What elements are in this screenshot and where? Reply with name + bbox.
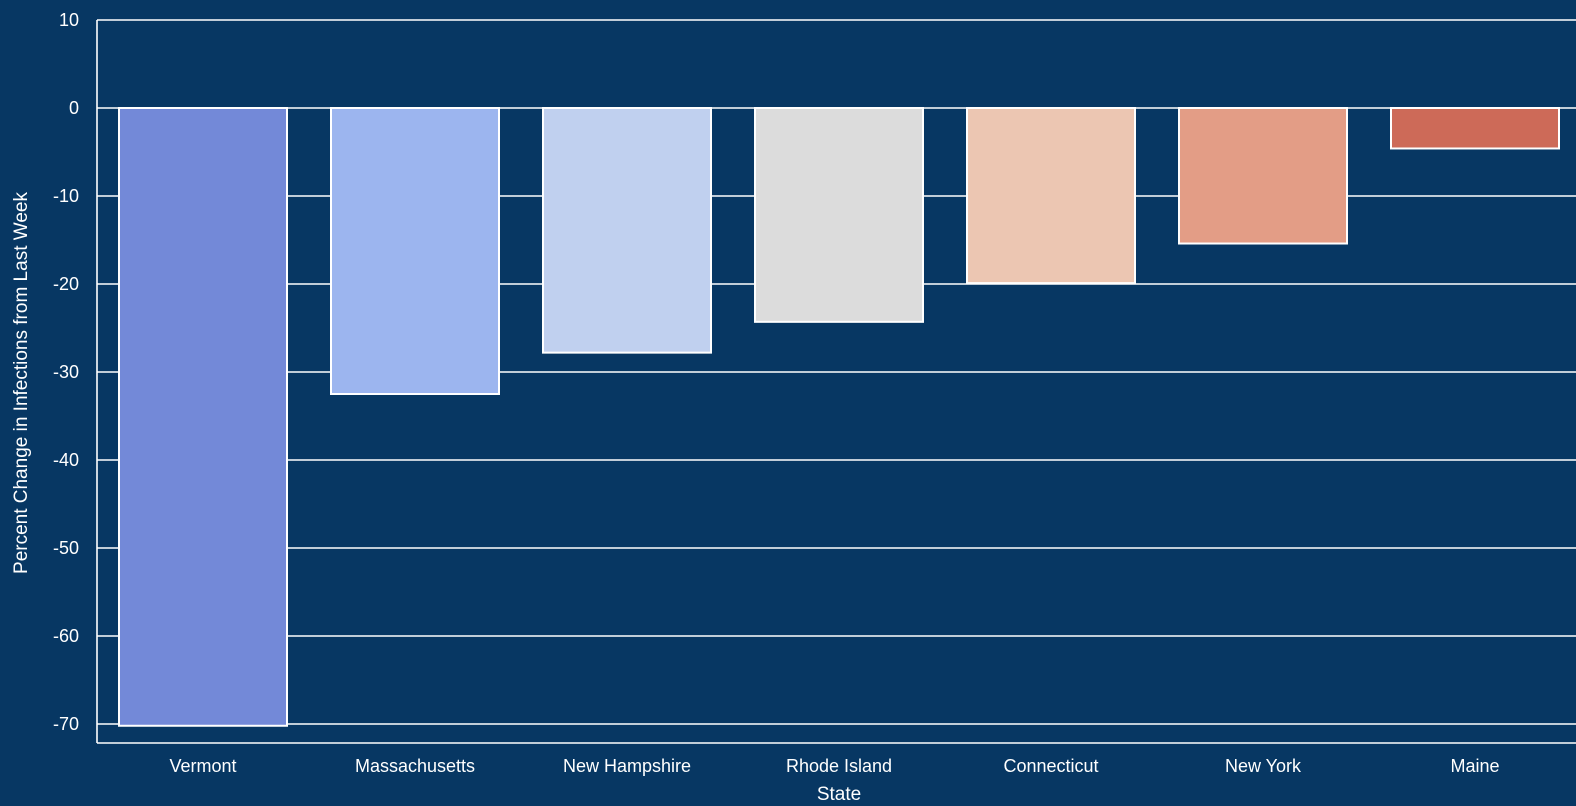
x-tick-label: Connecticut bbox=[1003, 756, 1098, 776]
x-tick-label: Massachusetts bbox=[355, 756, 475, 776]
bar-new-hampshire bbox=[542, 107, 712, 354]
bar-vermont bbox=[118, 107, 288, 727]
y-tick-label: -60 bbox=[53, 626, 79, 646]
y-axis-title: Percent Change in Infections from Last W… bbox=[11, 192, 32, 574]
bar-rhode-island bbox=[754, 107, 924, 323]
x-tick-label: New Hampshire bbox=[563, 756, 691, 776]
bar-connecticut bbox=[966, 107, 1136, 285]
y-tick-label: 10 bbox=[59, 10, 79, 30]
y-tick-label: -30 bbox=[53, 362, 79, 382]
bar-massachusetts bbox=[330, 107, 500, 395]
y-tick-label: -10 bbox=[53, 186, 79, 206]
bar-new-york bbox=[1178, 107, 1348, 245]
x-tick-label: Maine bbox=[1450, 756, 1499, 776]
bar-maine bbox=[1390, 107, 1560, 150]
bars bbox=[118, 107, 1560, 727]
x-tick-label: New York bbox=[1225, 756, 1302, 776]
y-tick-label: 0 bbox=[69, 98, 79, 118]
y-tick-label: -40 bbox=[53, 450, 79, 470]
x-tick-label: Vermont bbox=[169, 756, 236, 776]
x-axis-title: State bbox=[817, 784, 861, 805]
x-tick-label: Rhode Island bbox=[786, 756, 892, 776]
axes: 10 0 -10 -20 -30 -40 -50 -60 -70 Vermont Massachus… bbox=[53, 10, 1576, 776]
y-tick-label: -70 bbox=[53, 714, 79, 734]
y-tick-label: -20 bbox=[53, 274, 79, 294]
y-tick-label: -50 bbox=[53, 538, 79, 558]
